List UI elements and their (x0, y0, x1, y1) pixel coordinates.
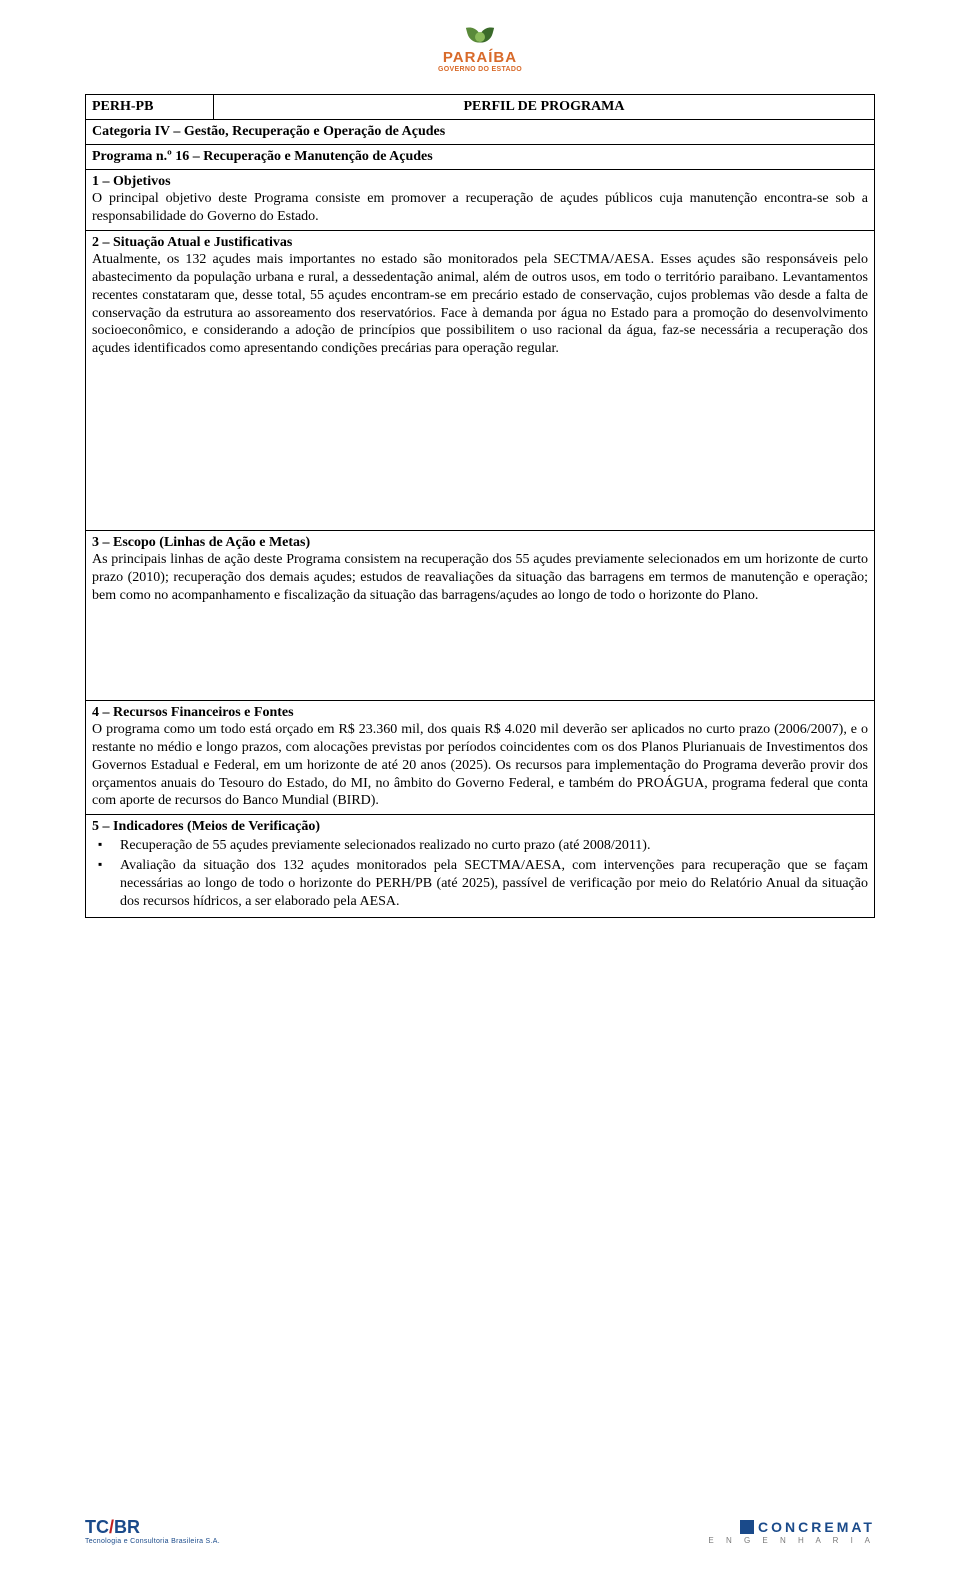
tcbr-main: TC/BR (85, 1517, 220, 1538)
document-table: PERH-PB PERFIL DE PROGRAMA Categoria IV … (85, 94, 875, 918)
logo-emblem-icon (462, 22, 498, 48)
tcbr-b: BR (114, 1517, 140, 1537)
sec1-heading: 1 – Objetivos (92, 174, 868, 190)
list-item: Recuperação de 55 açudes previamente sel… (92, 837, 868, 855)
paraiba-logo: PARAÍBA GOVERNO DO ESTADO (438, 22, 522, 73)
sec3-body: As principais linhas de ação deste Progr… (92, 551, 868, 605)
indicadores-list: Recuperação de 55 açudes previamente sel… (92, 837, 868, 911)
logo-text-top: PARAÍBA (438, 50, 522, 65)
sec2-body: Atualmente, os 132 açudes mais important… (92, 251, 868, 358)
recursos-cell: 4 – Recursos Financeiros e Fontes O prog… (86, 700, 875, 815)
categoria-text: Categoria IV – Gestão, Recuperação e Ope… (92, 124, 445, 139)
programa-text: Programa n.º 16 – Recuperação e Manutenç… (92, 149, 433, 164)
header-logo: PARAÍBA GOVERNO DO ESTADO (85, 0, 875, 94)
sec4-heading: 4 – Recursos Financeiros e Fontes (92, 705, 868, 721)
tcbr-a: TC (85, 1517, 109, 1537)
concremat-sub: E N G E N H A R I A (708, 1536, 875, 1545)
footer: TC/BR Tecnologia e Consultoria Brasileir… (85, 1517, 875, 1545)
escopo-cell: 3 – Escopo (Linhas de Ação e Metas) As p… (86, 530, 875, 700)
objetivos-cell: 1 – Objetivos O principal objetivo deste… (86, 170, 875, 231)
doc-code: PERH-PB (86, 95, 214, 120)
list-item: Avaliação da situação dos 132 açudes mon… (92, 857, 868, 911)
concremat-row: CONCREMAT (708, 1519, 875, 1535)
indicadores-cell: 5 – Indicadores (Meios de Verificação) R… (86, 815, 875, 918)
sec3-heading: 3 – Escopo (Linhas de Ação e Metas) (92, 535, 868, 551)
concremat-main: CONCREMAT (758, 1519, 875, 1535)
doc-title: PERFIL DE PROGRAMA (214, 95, 875, 120)
footer-left: TC/BR Tecnologia e Consultoria Brasileir… (85, 1517, 220, 1545)
tcbr-sub: Tecnologia e Consultoria Brasileira S.A. (85, 1538, 220, 1545)
logo-text-bottom: GOVERNO DO ESTADO (438, 66, 522, 73)
sec1-body: O principal objetivo deste Programa cons… (92, 190, 868, 226)
situacao-cell: 2 – Situação Atual e Justificativas Atua… (86, 230, 875, 530)
programa-cell: Programa n.º 16 – Recuperação e Manutenç… (86, 145, 875, 170)
tcbr-logo: TC/BR Tecnologia e Consultoria Brasileir… (85, 1517, 220, 1545)
categoria-cell: Categoria IV – Gestão, Recuperação e Ope… (86, 120, 875, 145)
sec4-body: O programa como um todo está orçado em R… (92, 721, 868, 811)
square-icon (740, 1520, 754, 1534)
sec5-heading: 5 – Indicadores (Meios de Verificação) (92, 819, 868, 835)
sec2-heading: 2 – Situação Atual e Justificativas (92, 235, 868, 251)
concremat-logo: CONCREMAT E N G E N H A R I A (708, 1519, 875, 1545)
